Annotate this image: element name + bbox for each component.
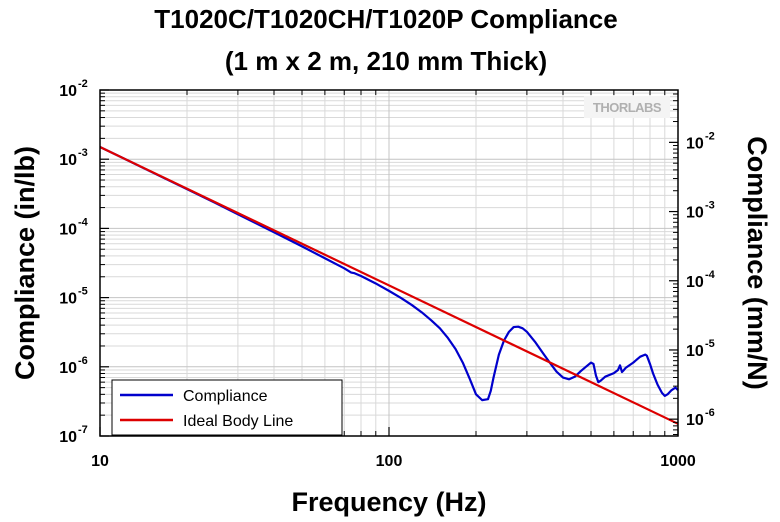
y2-tick-label-base: 10 [686,412,704,429]
legend: Compliance Ideal Body Line [111,379,343,436]
y2-tick-label-base: 10 [686,274,704,291]
y-tick-label-base: 10 [59,83,77,100]
y-tick-label-base: 10 [59,152,77,169]
y-axis-label: Compliance (in/lb) [10,146,40,380]
y-tick-label-base: 10 [59,429,77,446]
y-tick-label-exponent: -4 [78,216,89,228]
y2-axis-label: Compliance (mm/N) [742,136,772,390]
thorlabs-logo: THORLABS [584,96,670,118]
legend-label-ideal-body-line: Ideal Body Line [183,413,293,430]
x-axis-label: Frequency (Hz) [291,487,486,517]
x-tick-label: 1000 [660,453,696,470]
y2-tick-label-base: 10 [686,135,704,152]
x-tick-label: 10 [91,453,109,470]
chart-title-line1: T1020C/T1020CH/T1020P Compliance [154,4,617,34]
y2-tick-label-exponent: -4 [705,269,716,281]
y-tick-label-base: 10 [59,291,77,308]
x-tick-label: 100 [376,453,403,470]
y-tick-labels: 10-710-610-510-410-310-2 [59,78,88,446]
y2-tick-label-base: 10 [686,343,704,360]
chart-title-line2: (1 m x 2 m, 210 mm Thick) [225,46,547,76]
y-tick-label-exponent: -6 [78,355,88,367]
thorlabs-logo-text: THORLABS [593,100,662,115]
y-tick-label-exponent: -2 [78,78,88,90]
plot-frame [99,89,679,437]
legend-label-compliance: Compliance [183,388,268,405]
series-layer [99,146,679,425]
y-tick-label-exponent: -7 [78,424,88,436]
y2-tick-label-exponent: -3 [705,200,715,212]
y2-tick-label-exponent: -2 [705,130,715,142]
legend-box [111,379,343,436]
x-tick-labels: 10 100 1000 [91,453,696,470]
y2-tick-labels: 10-610-510-410-310-2 [686,130,716,429]
y-tick-label-exponent: -3 [78,147,88,159]
y2-tick-label-exponent: -6 [705,407,715,419]
series-compliance [99,146,679,402]
y-tick-label-exponent: -5 [78,286,88,298]
y-tick-label-base: 10 [59,360,77,377]
series-ideal-body-line [99,146,679,425]
y2-tick-label-base: 10 [686,205,704,222]
y-tick-label-base: 10 [59,221,77,238]
y2-tick-label-exponent: -5 [705,338,715,350]
